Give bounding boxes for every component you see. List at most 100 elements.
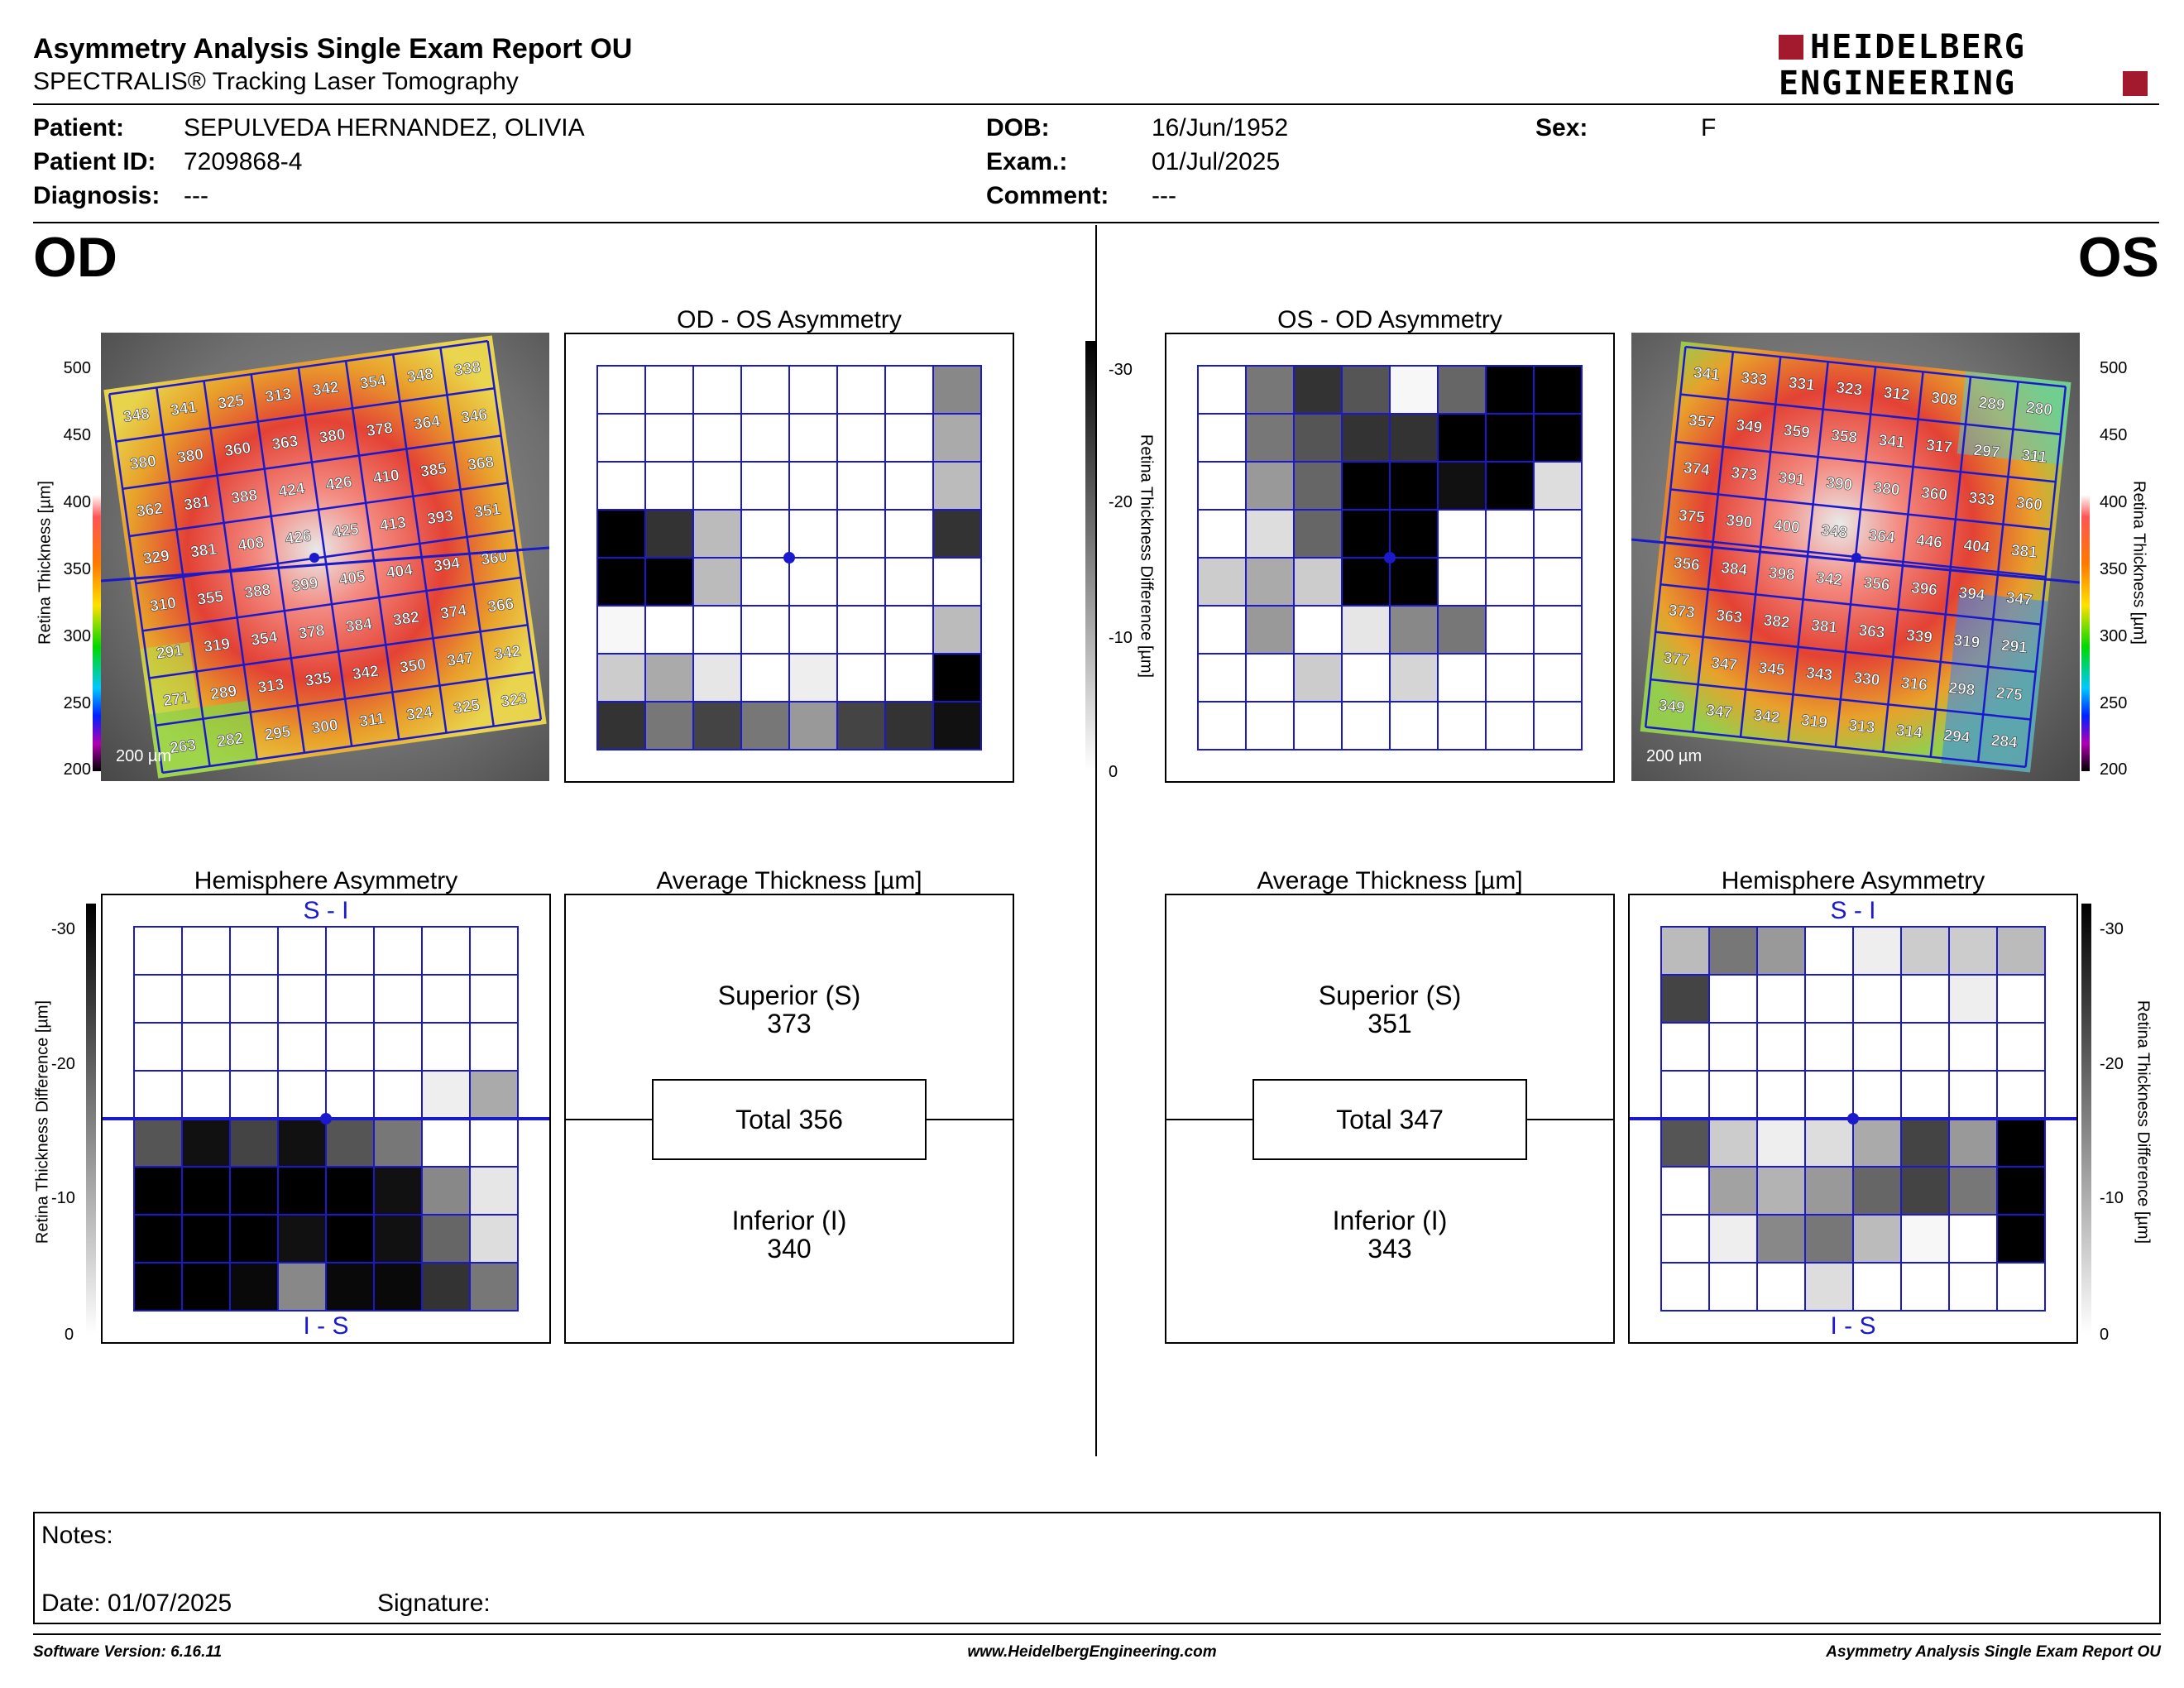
- asym-cell: [181, 926, 231, 976]
- od-colorbar: [93, 495, 101, 771]
- asym-cell: [1948, 1166, 1998, 1216]
- asym-cell: [1804, 974, 1854, 1024]
- thickness-value: 354: [250, 629, 279, 650]
- thickness-value: 323: [500, 690, 528, 711]
- os-hemi-grid: [1630, 926, 2076, 1312]
- asym-cell: [1389, 509, 1439, 559]
- asym-cell: [1948, 974, 1998, 1024]
- od-inferior-value: 340: [767, 1234, 812, 1264]
- eye-divider: [1095, 225, 1097, 1456]
- asym-cell: [644, 653, 694, 703]
- website-link[interactable]: www.HeidelbergEngineering.com: [967, 1643, 1217, 1661]
- sex-label: Sex:: [1535, 114, 1588, 141]
- asym-cell: [1708, 1118, 1758, 1168]
- thickness-value: 319: [1800, 712, 1828, 731]
- asym-cell: [133, 1118, 183, 1168]
- asym-cell: [229, 926, 279, 976]
- asym-cell: [1197, 413, 1247, 463]
- asym-cell: [884, 509, 934, 559]
- asym-cell: [277, 1262, 327, 1312]
- asym-cell: [133, 926, 183, 976]
- asym-cell: [277, 1118, 327, 1168]
- asym-cell: [596, 653, 646, 703]
- thickness-value: 294: [1942, 727, 1971, 747]
- od-hemi-axis-label: Retina Thickness Difference [µm]: [33, 1000, 52, 1244]
- asym-cell: [836, 461, 886, 511]
- asym-cell: [469, 926, 519, 976]
- map-grid-line: [1660, 583, 2041, 626]
- od-thickness-scale: 500 450 400 350 300 250 200: [58, 321, 91, 779]
- software-version: Software Version: 6.16.11: [33, 1643, 223, 1661]
- asym-cell: [644, 413, 694, 463]
- asym-cell: [1245, 509, 1295, 559]
- thickness-value: 313: [256, 676, 285, 697]
- thickness-value: 384: [1720, 559, 1748, 579]
- asym-cell: [596, 557, 646, 607]
- asym-cell: [229, 974, 279, 1024]
- tick: -30: [2100, 920, 2124, 938]
- notes-date: Date: 01/07/2025: [41, 1590, 232, 1617]
- asym-cell: [1804, 1070, 1854, 1120]
- thickness-value: 380: [129, 453, 157, 473]
- od-asym-title: OD - OS Asymmetry: [677, 306, 902, 333]
- od-superior-label: Superior (S): [717, 981, 861, 1010]
- tick: 0: [1109, 763, 1118, 781]
- thickness-value: 398: [1768, 564, 1796, 584]
- asym-cell: [644, 557, 694, 607]
- fovea-marker: [783, 552, 795, 563]
- tick: 450: [2100, 426, 2128, 444]
- asym-cell: [1341, 509, 1391, 559]
- asym-cell: [1197, 557, 1247, 607]
- thickness-value: 330: [1853, 669, 1881, 689]
- asym-cell: [1708, 1022, 1758, 1072]
- od-scale-bar: 200 µm: [116, 747, 172, 765]
- asym-cell: [1900, 1214, 1950, 1264]
- thickness-value: 350: [399, 656, 427, 677]
- asym-cell: [229, 1070, 279, 1120]
- asym-cell: [373, 926, 423, 976]
- os-asym-title: OS - OD Asymmetry: [1277, 306, 1502, 333]
- od-hemi-grid: [103, 926, 549, 1312]
- thickness-value: 393: [426, 507, 454, 528]
- thickness-value: 364: [413, 413, 442, 434]
- thickness-value: 342: [1815, 569, 1843, 589]
- asym-cell: [1437, 653, 1487, 703]
- asym-cell: [1197, 461, 1247, 511]
- logo-line-2: ENGINEERING: [1779, 65, 2016, 103]
- patient-label: Patient:: [33, 114, 125, 141]
- od-total: Total 356: [735, 1104, 843, 1134]
- asym-cell: [133, 974, 183, 1024]
- asym-cell: [788, 605, 838, 655]
- asym-cell: [1996, 1166, 2046, 1216]
- tick: -20: [51, 1055, 75, 1073]
- tick: -10: [1109, 629, 1133, 647]
- asym-cell: [373, 974, 423, 1024]
- notes-box[interactable]: Notes: Date: 01/07/2025 Signature:: [33, 1512, 2161, 1624]
- asym-cell: [740, 605, 790, 655]
- asym-cell: [1245, 605, 1295, 655]
- thickness-value: 297: [1973, 442, 2001, 462]
- os-eye-label: OS: [2077, 226, 2159, 289]
- thickness-value: 362: [136, 500, 164, 520]
- thickness-value: 345: [1758, 659, 1786, 679]
- exam-label: Exam.:: [986, 148, 1068, 175]
- asym-cell: [1245, 701, 1295, 750]
- asym-cell: [1756, 974, 1806, 1024]
- thickness-value: 348: [406, 366, 434, 386]
- asym-cell: [1293, 413, 1343, 463]
- thickness-value: 324: [405, 703, 434, 724]
- thickness-value: 311: [358, 710, 386, 731]
- thickness-value: 342: [312, 379, 340, 400]
- asym-cell: [692, 701, 742, 750]
- map-grid-line: [344, 361, 400, 740]
- asym-cell: [325, 926, 375, 976]
- os-hemi-axis-label: Retina Thickness Difference [µm]: [2134, 1000, 2153, 1244]
- fovea-marker: [320, 1113, 332, 1125]
- thickness-value: 381: [1810, 617, 1838, 637]
- os-asym-panel: [1165, 333, 1615, 783]
- asym-cell: [644, 701, 694, 750]
- os-superior-label: Superior (S): [1318, 981, 1462, 1010]
- report-title: Asymmetry Analysis Single Exam Report OU: [33, 33, 633, 65]
- thickness-value: 356: [1673, 554, 1701, 574]
- asym-cell: [421, 1022, 471, 1072]
